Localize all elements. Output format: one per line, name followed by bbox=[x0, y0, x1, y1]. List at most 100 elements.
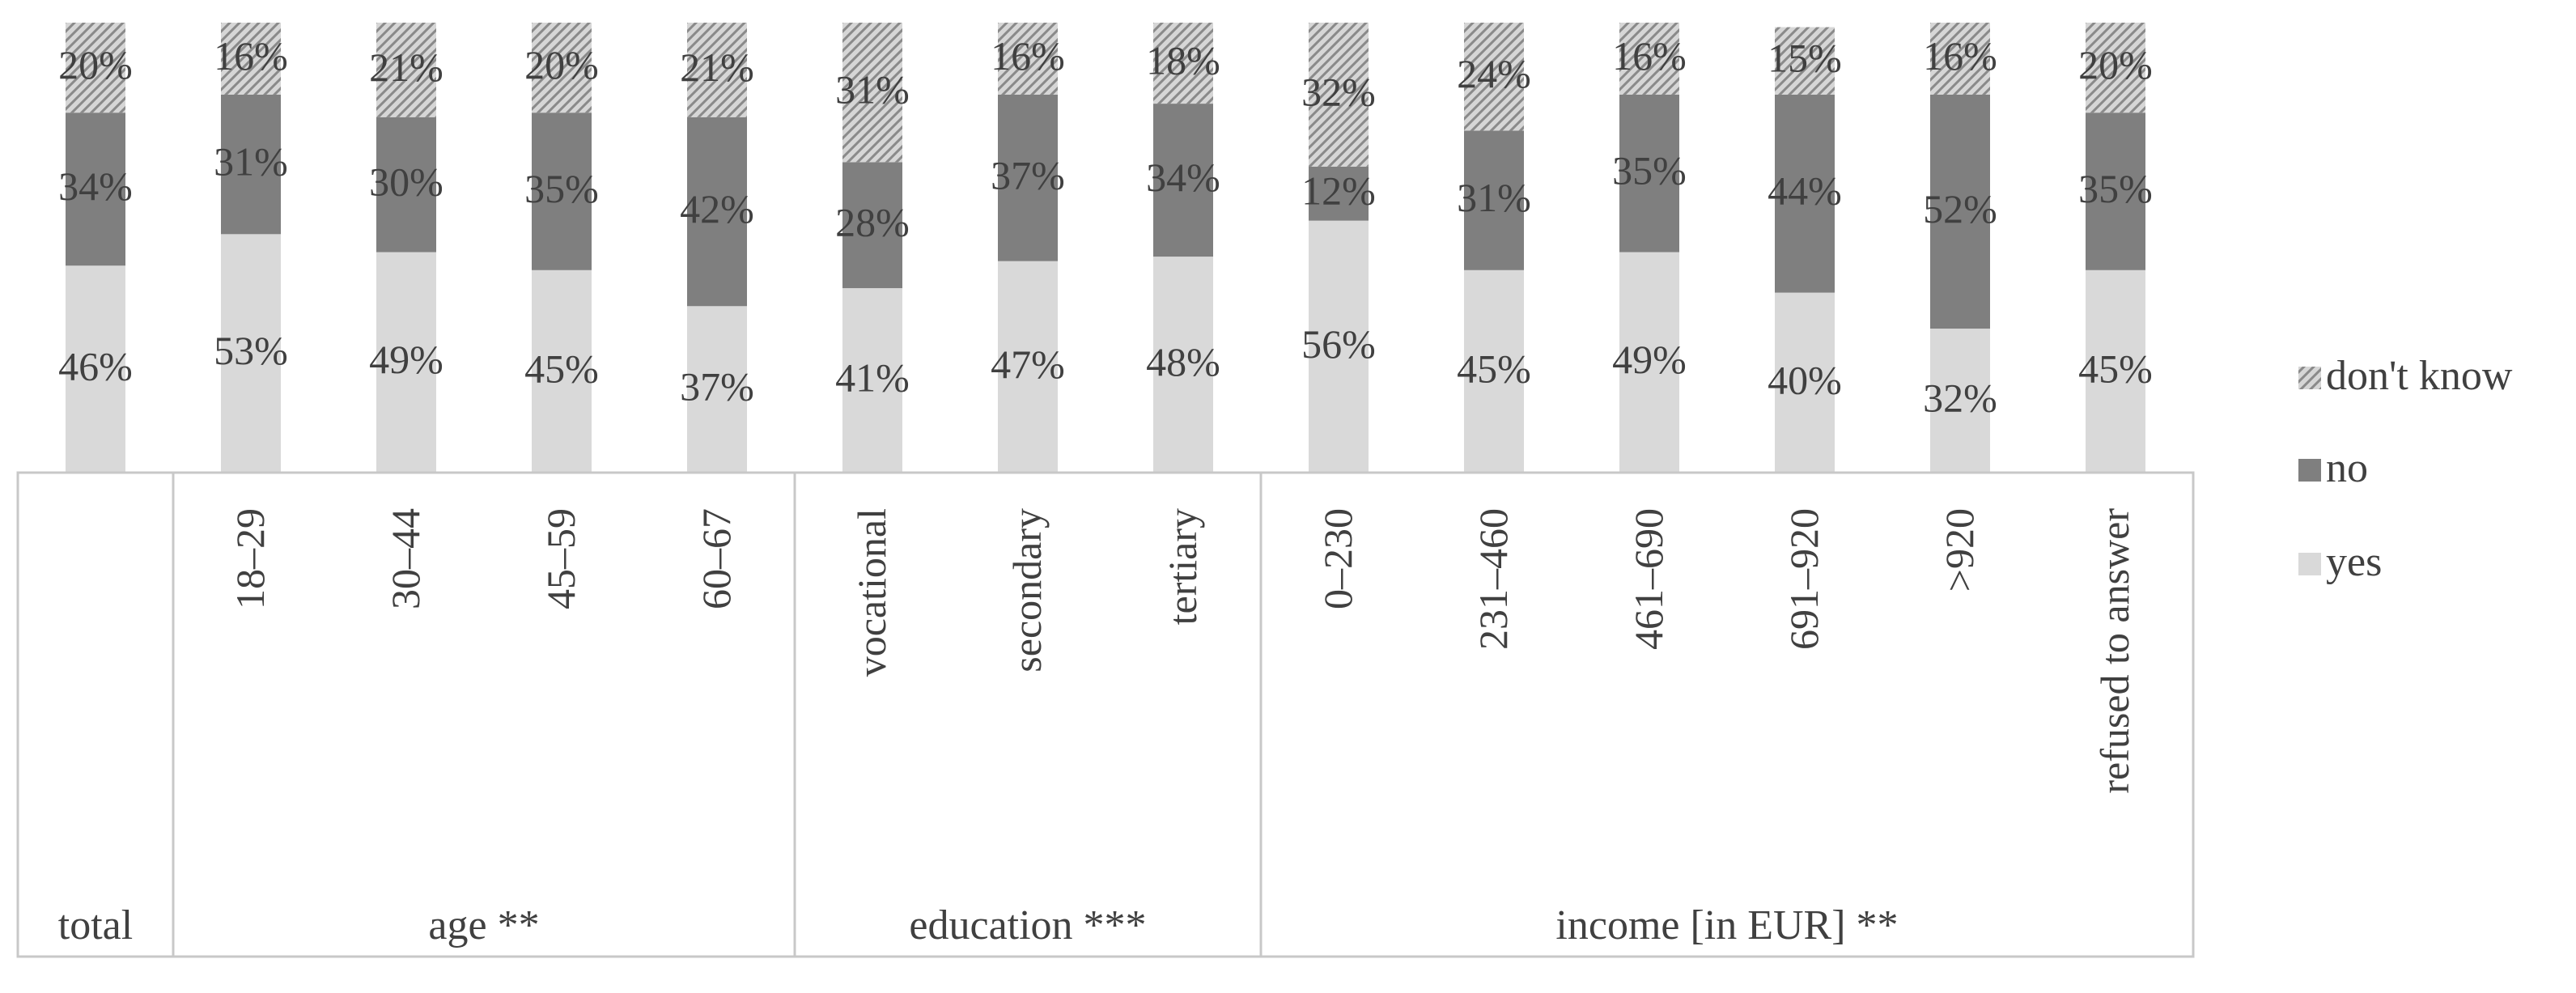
bar-segment-no bbox=[1619, 94, 1679, 252]
category-tick-label: 0–230 bbox=[1315, 508, 1360, 609]
bar-segment-don-t-know bbox=[1153, 23, 1213, 104]
bar-segment-yes bbox=[1619, 252, 1679, 473]
bar-segment-no bbox=[66, 112, 125, 266]
bar-segment-yes bbox=[2086, 269, 2145, 473]
data-label: 31% bbox=[835, 67, 910, 112]
data-label: 48% bbox=[1146, 339, 1220, 384]
data-label: 30% bbox=[369, 159, 443, 205]
bar-segment-don-t-know bbox=[376, 23, 436, 117]
bar-segment-yes bbox=[842, 288, 902, 473]
category-tick-label: >920 bbox=[1937, 508, 1982, 592]
data-label: 21% bbox=[680, 45, 754, 90]
bar-segment-don-t-know bbox=[2086, 23, 2145, 113]
data-label: 31% bbox=[1457, 175, 1531, 220]
data-label: 35% bbox=[1612, 148, 1687, 193]
bar-segment-no bbox=[1775, 94, 1835, 293]
data-label: 35% bbox=[524, 166, 599, 211]
data-label: 18% bbox=[1146, 38, 1220, 83]
group-label: income [in EUR] ** bbox=[1555, 902, 1898, 948]
bar-segment-don-t-know bbox=[532, 23, 592, 113]
data-label: 49% bbox=[1612, 337, 1687, 382]
category-tick-label: 18–29 bbox=[227, 508, 273, 609]
bar-segment-no bbox=[1464, 130, 1524, 270]
category-tick-label: 231–460 bbox=[1470, 508, 1516, 650]
bar-segment-yes bbox=[376, 252, 436, 473]
legend-swatch bbox=[2298, 459, 2321, 482]
legend-swatch bbox=[2298, 367, 2321, 389]
category-axis-frame: total age ** education *** income [in EUR] … bbox=[16, 471, 2195, 958]
group-label: total bbox=[58, 902, 133, 948]
category-tick-label: 60–67 bbox=[694, 508, 739, 609]
legend-label: don't know bbox=[2326, 353, 2513, 399]
data-label: 52% bbox=[1923, 186, 1997, 231]
bar-segment-no bbox=[221, 94, 281, 235]
category-tick-label: 461–690 bbox=[1626, 508, 1671, 650]
bar-segment-don-t-know bbox=[1464, 23, 1524, 131]
data-label: 44% bbox=[1768, 168, 1842, 214]
data-label: 20% bbox=[2078, 42, 2153, 87]
bar-segment-don-t-know bbox=[1775, 27, 1835, 95]
data-label: 41% bbox=[835, 354, 910, 400]
bars-layer: 46% 34% 20% 53% 31% 16% 49% 30% 21% 45% 35% 20% 37% 4… bbox=[58, 23, 2153, 473]
bar-segment-don-t-know bbox=[687, 23, 747, 117]
data-label: 46% bbox=[58, 344, 133, 389]
category-tick-label: 30–44 bbox=[383, 508, 428, 609]
bar-segment-don-t-know bbox=[1930, 23, 1990, 95]
data-label: 40% bbox=[1768, 357, 1842, 402]
bar-segment-no bbox=[532, 112, 592, 270]
bar-segment-no bbox=[376, 117, 436, 252]
legend-label: no bbox=[2326, 445, 2368, 491]
bar-segment-don-t-know bbox=[998, 23, 1058, 95]
bar-segment-no bbox=[1153, 104, 1213, 257]
bar-segment-no bbox=[687, 117, 747, 307]
category-tick-label: refused to answer bbox=[2092, 508, 2137, 794]
category-frame-box bbox=[16, 471, 2195, 958]
bar-segment-no bbox=[1309, 166, 1369, 221]
category-tick-label: tertiary bbox=[1160, 508, 1205, 625]
bar-segment-yes bbox=[1775, 292, 1835, 473]
bar-segment-don-t-know bbox=[1309, 23, 1369, 167]
data-label: 34% bbox=[1146, 155, 1220, 200]
data-label: 34% bbox=[58, 163, 133, 209]
group-label: education *** bbox=[909, 902, 1146, 948]
legend-label: yes bbox=[2326, 539, 2382, 585]
legend: don't know no yes bbox=[2298, 353, 2513, 585]
data-label: 15% bbox=[1768, 36, 1842, 81]
bar-segment-yes bbox=[221, 234, 281, 473]
data-label: 49% bbox=[369, 337, 443, 382]
data-label: 24% bbox=[1457, 51, 1531, 96]
bar-segment-don-t-know bbox=[66, 23, 125, 113]
data-label: 56% bbox=[1301, 321, 1376, 367]
data-label: 31% bbox=[214, 139, 288, 185]
data-label: 20% bbox=[524, 42, 599, 87]
data-label: 53% bbox=[214, 328, 288, 373]
data-label: 16% bbox=[214, 33, 288, 79]
bar-segment-yes bbox=[687, 306, 747, 473]
bar-segment-yes bbox=[998, 261, 1058, 473]
data-label: 32% bbox=[1301, 69, 1376, 114]
bar-segment-yes bbox=[532, 269, 592, 473]
bar-segment-no bbox=[842, 162, 902, 289]
bar-segment-don-t-know bbox=[1619, 23, 1679, 95]
bar-segment-no bbox=[998, 94, 1058, 261]
bar-segment-no bbox=[2086, 112, 2145, 270]
data-label: 37% bbox=[991, 152, 1065, 197]
data-label: 45% bbox=[2078, 346, 2153, 391]
data-label: 45% bbox=[524, 346, 599, 391]
data-label: 16% bbox=[991, 33, 1065, 79]
category-tick-label: 691–920 bbox=[1781, 508, 1827, 650]
bar-segment-yes bbox=[1464, 269, 1524, 473]
data-label: 37% bbox=[680, 364, 754, 410]
bar-segment-yes bbox=[1153, 257, 1213, 473]
category-tick-label: 45–59 bbox=[538, 508, 584, 609]
data-label: 42% bbox=[680, 186, 754, 231]
legend-swatch bbox=[2298, 553, 2321, 575]
data-label: 28% bbox=[835, 200, 910, 245]
data-label: 32% bbox=[1923, 376, 1997, 421]
bar-segment-yes bbox=[66, 265, 125, 473]
data-label: 21% bbox=[369, 45, 443, 90]
group-label: age ** bbox=[428, 902, 539, 948]
data-label: 47% bbox=[991, 342, 1065, 387]
bar-segment-don-t-know bbox=[221, 23, 281, 95]
